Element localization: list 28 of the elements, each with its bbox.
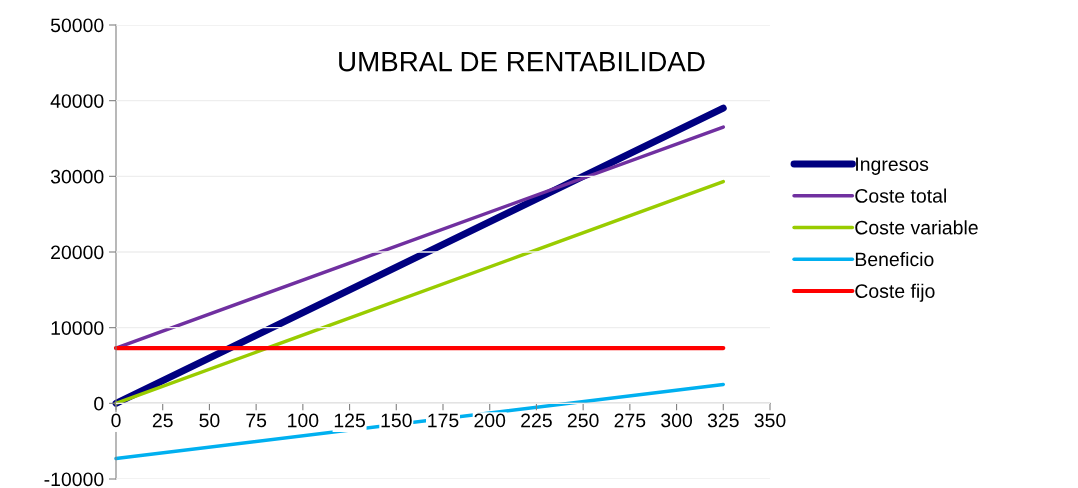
y-tick-label: -10000 (44, 472, 104, 487)
text: UMBRAL DE RENTABILIDAD (339, 52, 705, 72)
y-tick-label: 30000 (50, 169, 104, 184)
x-tick-label: 275 (614, 413, 646, 428)
x-tick-label: 75 (246, 413, 267, 428)
x-tick-label: 0 (111, 413, 121, 428)
y-tick-label: 40000 (50, 94, 104, 108)
x-tick-label: 25 (152, 413, 173, 428)
legend-label: Coste fijo (855, 283, 935, 302)
x-tick-label: 125 (334, 413, 365, 428)
y-tick-label: 0 (94, 396, 104, 411)
x-tick-label: 175 (428, 413, 459, 428)
x-tick-label: 100 (288, 413, 319, 428)
x-tick-label: 225 (521, 413, 552, 428)
legend-label: Coste variable (855, 220, 978, 235)
y-tick-label: 10000 (51, 321, 104, 335)
x-tick-label: 50 (199, 413, 220, 428)
x-tick-label: 350 (754, 413, 786, 428)
x-tick-label: 150 (381, 413, 412, 428)
y-tick-label: 20000 (51, 245, 104, 260)
legend-label: Beneficio (855, 251, 934, 267)
legend-label: Coste total (855, 188, 946, 203)
x-tick-label: 300 (661, 413, 693, 428)
x-tick-label: 250 (567, 413, 599, 428)
x-tick-label: 200 (474, 413, 506, 428)
y-tick-label: 50000 (50, 18, 104, 33)
x-tick-label: 325 (707, 413, 739, 428)
legend-label: Ingresos (856, 157, 929, 175)
